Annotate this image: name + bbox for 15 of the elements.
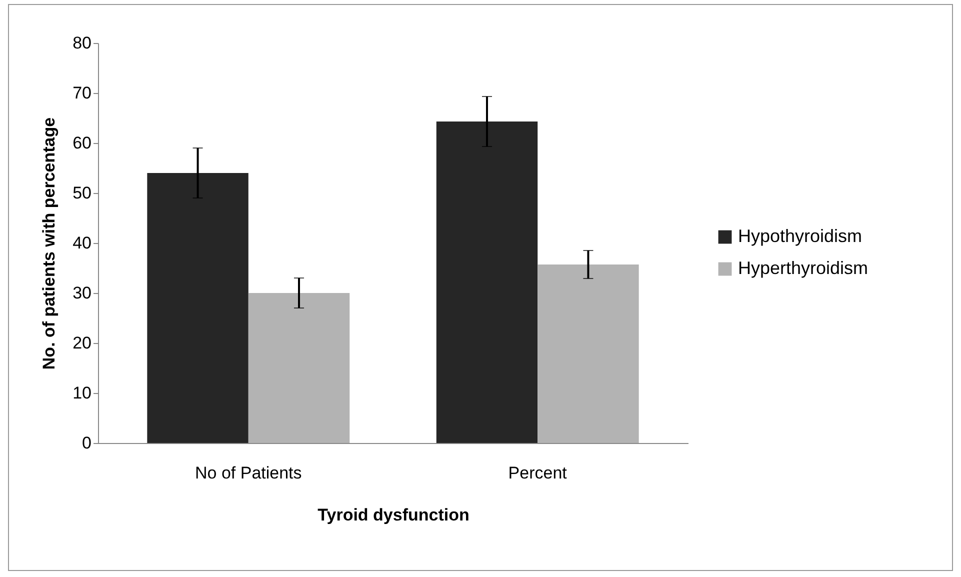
y-tick-label: 60 — [72, 134, 92, 152]
legend-label: Hypothyroidism — [738, 226, 862, 246]
y-tick-label: 80 — [72, 34, 92, 52]
y-tick-label: 10 — [72, 384, 92, 402]
x-tick-label: Percent — [508, 464, 568, 482]
y-tick-label: 30 — [72, 284, 92, 302]
y-tick-label: 50 — [72, 184, 92, 202]
y-tick-label: 20 — [72, 334, 92, 352]
y-axis-title: No. of patients with percentage — [40, 117, 59, 370]
y-tick-label: 70 — [72, 84, 92, 102]
x-axis-title: Tyroid dysfunction — [318, 506, 470, 524]
y-tick-label: 0 — [82, 434, 92, 452]
legend-label: Hyperthyroidism — [738, 258, 868, 278]
y-tick-label: 40 — [72, 234, 92, 252]
x-tick-label: No of Patients — [195, 464, 302, 482]
